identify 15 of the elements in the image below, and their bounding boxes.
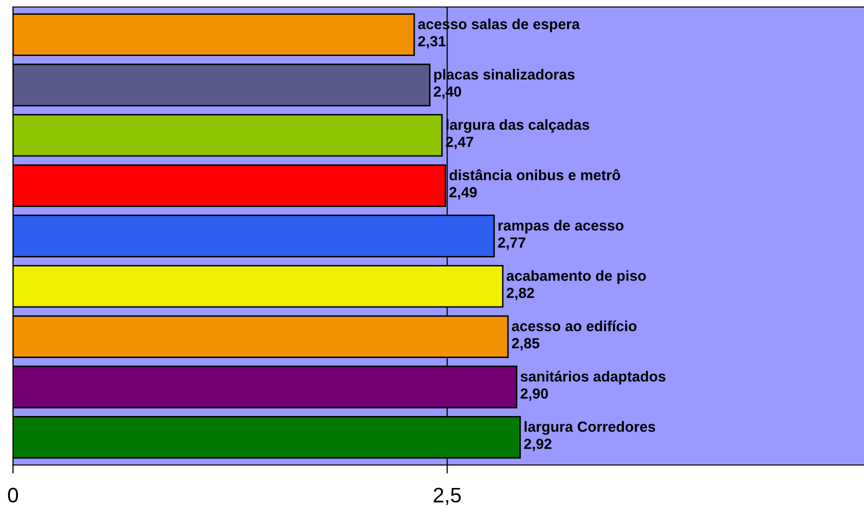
data-label: 2,31 [418,36,446,49]
data-label: 2,92 [524,438,552,452]
y-tick-label: rampas de acesso [498,220,624,234]
y-tick-label: sanitários adaptados [520,370,666,384]
y-tick-label: acesso ao edifício [512,320,637,332]
data-label: 2,90 [520,388,548,401]
y-tick-label: largura Corredores [524,421,656,435]
data-label: 2,85 [512,338,540,350]
x-tick-label: 0 [8,488,18,503]
y-tick-label: acabamento de piso [506,270,646,284]
y-tick-label: distância onibus e metrô [450,169,620,180]
x-tick-label: 2,5 [434,488,461,505]
data-label: 2,49 [449,187,477,200]
data-label: 2,82 [506,288,534,300]
data-label: 2,77 [498,237,526,250]
